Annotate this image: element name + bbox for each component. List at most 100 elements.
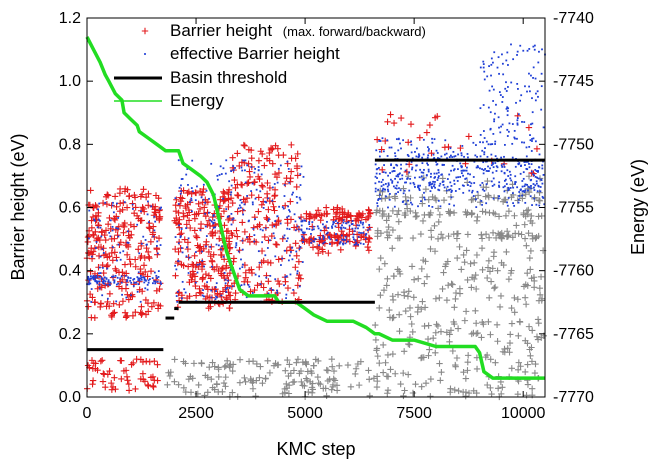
barrier-height-point <box>294 172 301 179</box>
effective-barrier-point <box>246 164 249 167</box>
effective-barrier-point <box>280 264 282 266</box>
effective-barrier-point <box>203 295 205 298</box>
effective-barrier-point <box>508 170 511 173</box>
effective-barrier-point <box>108 283 110 286</box>
effective-barrier-point <box>392 185 395 188</box>
effective-barrier-point <box>155 274 158 277</box>
barrier-height-point <box>533 145 541 153</box>
barrier-height-point <box>416 134 424 141</box>
effective-barrier-point <box>222 197 225 200</box>
gray-point <box>461 258 468 266</box>
effective-barrier-point <box>507 64 509 66</box>
barrier-height-point <box>95 264 102 271</box>
barrier-height-point <box>255 157 263 164</box>
effective-barrier-point <box>525 146 528 149</box>
barrier-height-point <box>240 196 247 203</box>
barrier-height-point <box>212 229 219 237</box>
barrier-height-point <box>111 216 119 224</box>
barrier-height-point <box>373 136 381 143</box>
gray-point <box>526 254 534 262</box>
gray-point <box>427 375 435 383</box>
effective-barrier-point <box>228 287 231 289</box>
effective-barrier-point <box>516 54 518 56</box>
effective-barrier-point <box>358 224 361 227</box>
effective-barrier-point <box>414 186 416 188</box>
effective-barrier-point <box>481 182 484 184</box>
effective-barrier-point <box>102 281 105 284</box>
effective-barrier-point <box>276 291 279 294</box>
y2-tick-label: -7755 <box>553 200 594 217</box>
barrier-height-point <box>123 313 130 320</box>
barrier-height-point <box>95 222 102 229</box>
gray-point <box>180 384 188 391</box>
effective-barrier-point <box>100 235 103 238</box>
barrier-height-point <box>121 219 128 227</box>
gray-point <box>525 173 533 180</box>
y-tick-label: 1.0 <box>59 73 81 90</box>
effective-barrier-point <box>453 183 456 185</box>
effective-barrier-point <box>206 281 209 284</box>
effective-barrier-point <box>491 85 494 88</box>
barrier-height-point <box>189 261 196 268</box>
effective-barrier-point <box>378 150 381 153</box>
effective-barrier-point <box>181 297 183 300</box>
effective-barrier-point <box>468 189 471 192</box>
barrier-height-point <box>271 207 278 214</box>
effective-barrier-point <box>511 156 514 159</box>
effective-barrier-point <box>137 283 140 286</box>
barrier-height-point <box>266 149 273 157</box>
barrier-height-point <box>246 173 254 181</box>
barrier-height-point <box>129 312 137 320</box>
gray-point <box>241 374 248 382</box>
effective-barrier-point <box>111 204 114 207</box>
effective-barrier-point <box>244 181 247 184</box>
barrier-height-point <box>138 252 145 260</box>
y2-tick-label: -7760 <box>553 263 594 280</box>
gray-point <box>387 366 394 373</box>
gray-point <box>396 311 403 318</box>
effective-barrier-point <box>325 232 328 235</box>
effective-barrier-point <box>488 65 490 68</box>
effective-barrier-point <box>374 163 377 166</box>
effective-barrier-point <box>395 184 398 187</box>
effective-barrier-point <box>284 276 287 278</box>
barrier-height-point <box>264 179 271 187</box>
effective-barrier-point <box>439 205 442 208</box>
effective-barrier-point <box>132 208 134 210</box>
gray-point <box>374 227 381 234</box>
gray-point <box>344 361 352 369</box>
effective-barrier-point <box>520 188 522 191</box>
barrier-height-point <box>112 265 119 273</box>
barrier-height-point <box>287 198 294 205</box>
effective-barrier-point <box>405 181 407 184</box>
effective-barrier-point <box>188 201 191 203</box>
effective-barrier-point <box>362 231 365 234</box>
gray-point <box>389 296 397 304</box>
effective-barrier-point <box>498 181 501 184</box>
barrier-height-point <box>116 207 124 215</box>
effective-barrier-point <box>219 165 222 168</box>
gray-point <box>434 322 442 330</box>
effective-barrier-point <box>242 263 244 266</box>
barrier-height-point <box>137 265 144 273</box>
gray-point <box>498 235 506 242</box>
gray-point <box>418 383 425 390</box>
gray-point <box>422 258 429 265</box>
barrier-height-point <box>184 212 191 219</box>
gray-point <box>478 231 485 239</box>
gray-point <box>536 291 544 298</box>
barrier-height-point <box>184 239 192 246</box>
gray-point <box>511 294 518 302</box>
gray-point <box>472 271 479 279</box>
barrier-height-point <box>230 255 238 262</box>
gray-point <box>390 314 397 321</box>
barrier-height-point <box>151 377 158 384</box>
effective-barrier-point <box>115 283 118 286</box>
gray-point <box>400 392 407 400</box>
effective-barrier-point <box>378 172 381 175</box>
gray-point <box>482 184 490 191</box>
gray-point <box>527 266 534 273</box>
effective-barrier-point <box>119 258 122 261</box>
gray-point <box>282 367 289 374</box>
barrier-height-point <box>223 262 230 269</box>
